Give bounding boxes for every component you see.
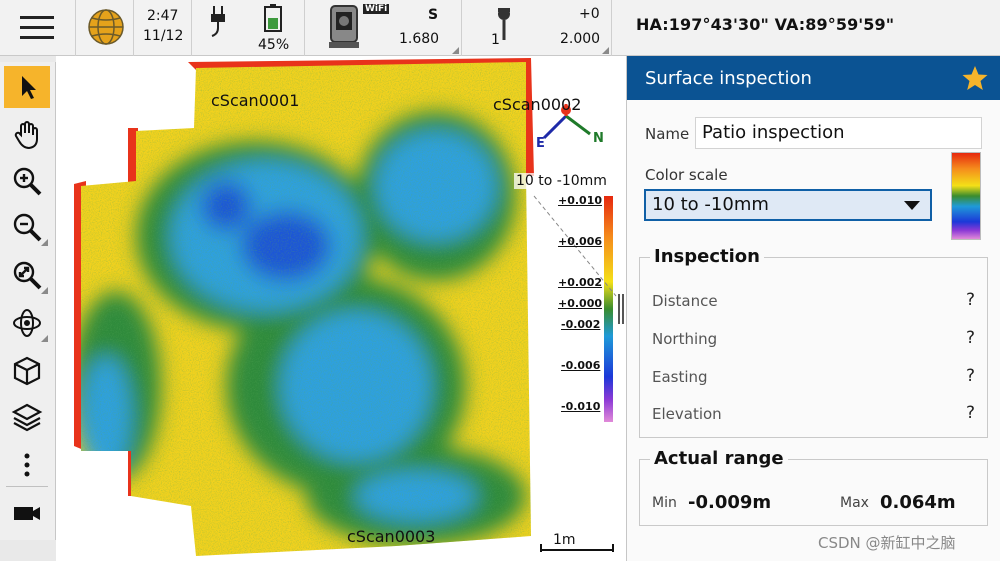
power-cell[interactable]: 45% (192, 0, 305, 56)
inspection-row-distance: Distance ? (652, 290, 975, 316)
clock-cell: 2:47 11/12 (134, 0, 192, 56)
row-value: ? (965, 403, 975, 423)
video-button[interactable] (4, 492, 50, 534)
zoom-in-button[interactable] (4, 160, 50, 202)
compass (542, 104, 591, 140)
tick-label: +0.002 (558, 276, 603, 289)
orbit-icon (13, 309, 41, 337)
row-label: Elevation (652, 405, 722, 423)
video-camera-icon (14, 507, 40, 520)
more-button[interactable] (4, 444, 50, 486)
target-height: 2.000 (560, 31, 601, 47)
inspection-row-easting: Easting ? (652, 366, 975, 392)
min-label: Min (652, 495, 677, 511)
target-cell[interactable]: 1 +0 2.000 (462, 0, 612, 56)
row-label: Northing (652, 330, 718, 348)
tick-label: -0.002 (561, 318, 601, 331)
row-label: Easting (652, 368, 708, 386)
chevron-down-icon (904, 201, 920, 210)
target-offset: +0 (579, 6, 600, 22)
panel-header: Surface inspection (627, 56, 1000, 100)
color-scale-label: Color scale (645, 166, 728, 184)
row-value: ? (965, 366, 975, 386)
time-text: 2:47 (147, 8, 179, 24)
inspection-row-northing: Northing ? (652, 328, 975, 354)
color-scale-select[interactable]: 10 to -10mm (644, 189, 932, 221)
pan-hand-icon (14, 121, 38, 150)
battery-icon (264, 4, 282, 32)
color-scale-value: 10 to -10mm (652, 194, 769, 215)
status-bar: 2:47 11/12 45% WiFi (0, 0, 1000, 56)
row-value: ? (965, 290, 975, 310)
name-input[interactable]: Patio inspection (695, 117, 982, 149)
instrument-cell[interactable]: WiFi S 1.680 (305, 0, 462, 56)
color-scale-title: 10 to -10mm (514, 173, 609, 189)
orbit-button[interactable] (4, 302, 50, 344)
inspection-title: Inspection (650, 246, 764, 267)
map-view[interactable]: cScan0001 cScan0002 cScan0003 E N 10 to … (56, 56, 626, 561)
select-arrow-icon (22, 76, 36, 99)
tick-label: +0.000 (558, 297, 603, 310)
scan-label-2[interactable]: cScan0002 (493, 95, 582, 114)
actual-range-title: Actual range (650, 448, 788, 469)
actual-range-group: Actual range Min -0.009m Max 0.064m (639, 448, 988, 526)
layers-icon (11, 403, 43, 432)
target-number: 1 (491, 32, 500, 48)
row-label: Distance (652, 292, 718, 310)
surface-inspection-panel: Surface inspection Name Patio inspection… (626, 56, 1000, 561)
zoom-extents-button[interactable] (4, 254, 50, 296)
zoom-extents-icon (13, 261, 42, 290)
tick-label: -0.010 (561, 400, 601, 413)
favorite-star-icon[interactable] (961, 64, 989, 92)
tick-label: +0.006 (558, 235, 603, 248)
tick-label: -0.006 (561, 359, 601, 372)
toolbar-divider (6, 486, 48, 487)
tick-label: +0.010 (558, 194, 603, 207)
instrument-value: 1.680 (399, 31, 440, 47)
zoom-out-button[interactable] (4, 206, 50, 248)
color-scale-bar (604, 196, 613, 422)
panel-title: Surface inspection (645, 68, 812, 89)
zoom-in-icon (13, 167, 42, 196)
globe-icon (88, 9, 124, 45)
prism-target-icon (498, 8, 510, 40)
angle-readout: HA:197°43'30" VA:89°59'59" (636, 15, 895, 34)
pan-tool-button[interactable] (4, 114, 50, 156)
globe-button[interactable] (76, 0, 134, 56)
zoom-out-icon (13, 213, 42, 242)
wifi-badge: WiFi (363, 4, 390, 14)
cube-view-icon (13, 356, 41, 386)
more-icon (24, 453, 30, 477)
total-station-icon (329, 5, 359, 48)
scan-label-3[interactable]: cScan0003 (347, 527, 436, 546)
scan-label-1[interactable]: cScan0001 (211, 91, 300, 110)
compass-north-label: N (593, 131, 604, 146)
row-value: ? (965, 328, 975, 348)
battery-percent: 45% (258, 37, 290, 53)
max-value: 0.064m (880, 492, 956, 513)
color-scale-preview (951, 152, 981, 240)
layers-button[interactable] (4, 396, 50, 438)
menu-button[interactable] (0, 0, 76, 56)
compass-east-label: E (536, 136, 545, 151)
panel-splitter-handle[interactable] (618, 294, 626, 324)
date-text: 11/12 (143, 28, 184, 44)
instrument-mode: S (428, 7, 439, 23)
watermark-text: CSDN @新缸中之脑 (818, 534, 956, 552)
power-plug-icon (211, 6, 225, 37)
hamburger-menu-icon (20, 16, 54, 39)
name-label: Name (645, 125, 690, 143)
inspection-row-elevation: Elevation ? (652, 403, 975, 429)
cube-view-button[interactable] (4, 350, 50, 392)
point-cloud-canvas (74, 58, 617, 556)
max-label: Max (840, 495, 869, 511)
min-value: -0.009m (688, 492, 772, 513)
inspection-group: Inspection Distance ? Northing ? Easting… (639, 246, 988, 438)
left-toolbar (0, 62, 56, 540)
select-tool-button[interactable] (4, 66, 50, 108)
scale-bar-label: 1m (553, 532, 576, 548)
